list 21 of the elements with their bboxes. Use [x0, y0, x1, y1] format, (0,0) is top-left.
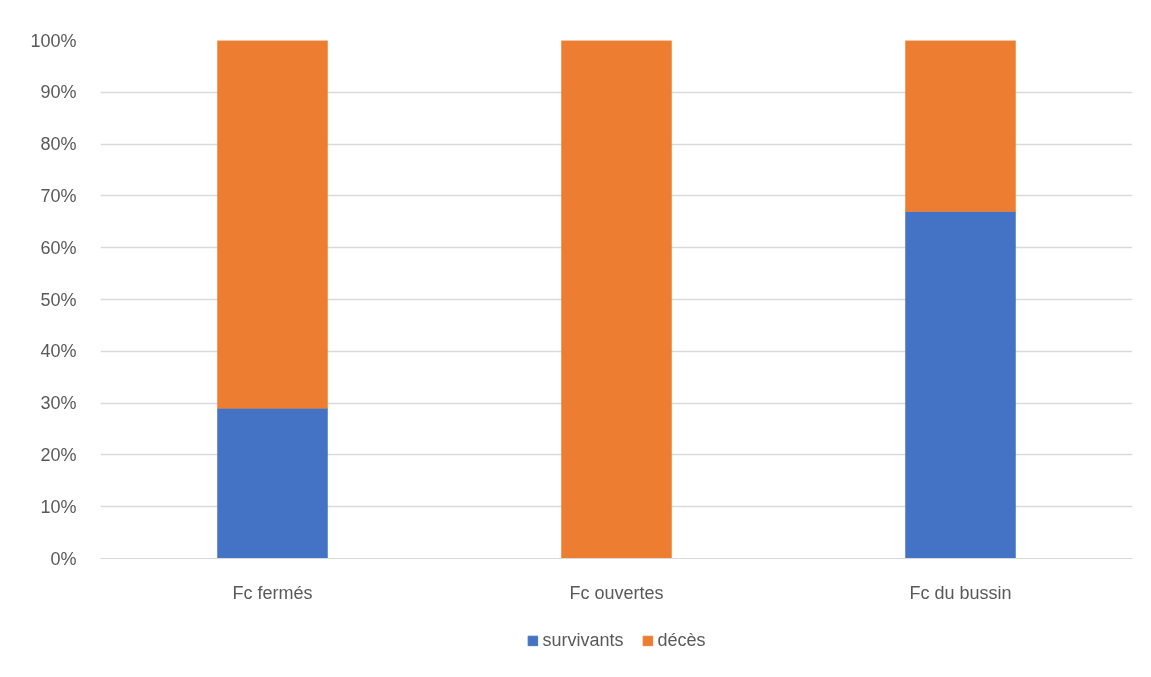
- y-tick-label: 10%: [40, 496, 77, 517]
- y-tick-label: 50%: [40, 289, 77, 310]
- y-tick-label: 90%: [40, 82, 77, 103]
- y-tick-label: 60%: [40, 237, 77, 258]
- y-tick-label: 30%: [40, 393, 77, 414]
- bar: [217, 408, 328, 559]
- x-tick-label: Fc ouvertes: [569, 582, 664, 603]
- y-tick-label: 0%: [50, 548, 77, 569]
- y-tick-label: 40%: [40, 341, 77, 362]
- x-tick-label: Fc fermés: [232, 582, 313, 603]
- y-tick-label: 20%: [40, 444, 77, 465]
- y-tick-label: 100%: [30, 30, 77, 51]
- legend-label: survivants: [542, 629, 624, 651]
- y-tick-label: 80%: [40, 134, 77, 155]
- legend-label: décès: [657, 629, 706, 651]
- x-tick-label: Fc du bussin: [909, 582, 1012, 603]
- bar: [217, 40, 328, 409]
- bar: [905, 211, 1016, 559]
- bar: [905, 40, 1016, 212]
- y-tick-label: 70%: [40, 185, 77, 206]
- bar: [561, 40, 672, 559]
